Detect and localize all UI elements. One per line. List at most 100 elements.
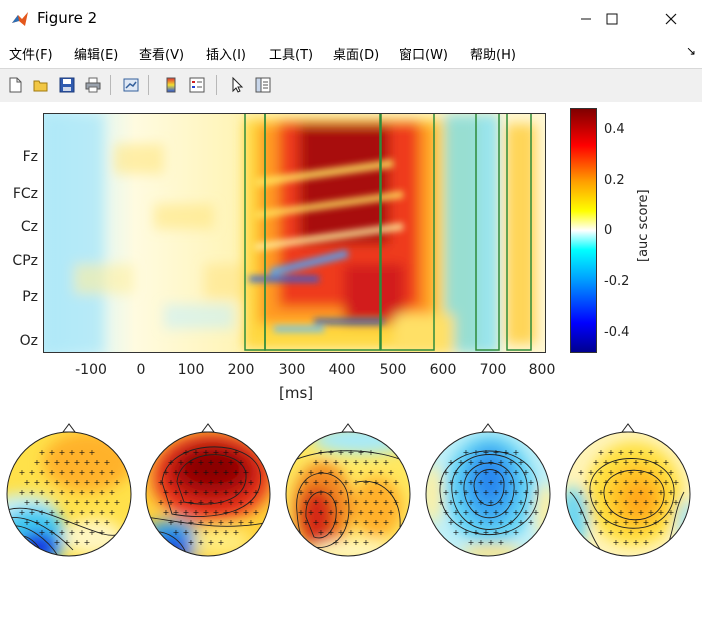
electrode-marker: +: [34, 478, 41, 487]
electrode-marker: +: [84, 518, 91, 527]
electrode-marker: +: [618, 508, 625, 517]
colorbar-label: [auc score]: [636, 189, 651, 262]
menu-window[interactable]: 窗口(W): [399, 48, 448, 63]
menu-insert[interactable]: 插入(I): [206, 48, 246, 63]
electrode-marker: +: [348, 448, 355, 457]
electrode-marker: +: [388, 488, 395, 497]
electrode-marker: +: [483, 508, 490, 517]
electrode-marker: +: [79, 508, 86, 517]
electrode-marker: +: [643, 518, 650, 527]
maximize-button[interactable]: [589, 4, 635, 34]
electrode-marker: +: [593, 518, 600, 527]
electrode-marker: +: [64, 458, 71, 467]
electrode-marker: +: [173, 508, 180, 517]
electrode-marker: +: [383, 458, 390, 467]
electrode-marker: +: [333, 458, 340, 467]
electrode-marker: +: [238, 498, 245, 507]
electrode-marker: +: [248, 518, 255, 527]
menu-edit[interactable]: 编辑(E): [74, 48, 119, 63]
window-title: Figure 2: [37, 9, 98, 27]
electrode-marker: +: [458, 518, 465, 527]
edit-plot-button[interactable]: [226, 74, 248, 96]
electrode-marker: +: [223, 508, 230, 517]
electrode-marker: +: [59, 488, 66, 497]
electrode-marker: +: [383, 518, 390, 527]
topomap-4[interactable]: + + + + + ++ + + + + + + ++ + + + + + + + ++ + + + + + + + + ++ + + + + + +…: [422, 422, 554, 558]
electrode-marker: +: [333, 518, 340, 527]
electrode-marker: +: [478, 478, 485, 487]
insert-colorbar-button[interactable]: [160, 74, 182, 96]
electrode-marker: +: [228, 458, 235, 467]
electrode-marker: +: [643, 538, 650, 547]
electrode-marker: +: [353, 518, 360, 527]
electrode-marker: +: [443, 508, 450, 517]
x-tick: 500: [379, 362, 407, 378]
electrode-marker: +: [498, 498, 505, 507]
electrode-marker: +: [653, 458, 660, 467]
dock-figure-icon[interactable]: ↘: [685, 44, 696, 58]
electrode-marker: +: [653, 498, 660, 507]
menu-view[interactable]: 查看(V): [139, 48, 185, 63]
new-figure-button[interactable]: [4, 74, 26, 96]
electrode-marker: +: [228, 518, 235, 527]
electrode-markers: ++++++++++++++++++++++++++++++++++++++++…: [438, 448, 540, 547]
electrode-marker: +: [638, 448, 645, 457]
topomap-2[interactable]: + + + + + ++ + + + + + + ++ + + + + + + + ++ + + + + + + + + ++ + + + + + +…: [142, 422, 274, 558]
electrode-marker: +: [473, 528, 480, 537]
electrode-marker: +: [69, 508, 76, 517]
electrode-marker: +: [453, 468, 460, 477]
auc-heatmap: [44, 114, 545, 352]
topomap-3[interactable]: + + + + + ++ + + + + + + ++ + + + + + + + + ++ + + + + + + + + ++ + + + + +…: [282, 422, 414, 558]
menu-desktop[interactable]: 桌面(D): [333, 48, 380, 63]
electrode-marker: +: [198, 478, 205, 487]
electrode-marker: +: [213, 508, 220, 517]
electrode-marker: +: [29, 508, 36, 517]
electrode-marker: +: [518, 458, 525, 467]
menu-help[interactable]: 帮助(H): [470, 48, 516, 63]
electrode-marker: +: [158, 478, 165, 487]
electrode-marker: +: [608, 488, 615, 497]
print-figure-button[interactable]: [82, 74, 104, 96]
electrode-marker: +: [303, 478, 310, 487]
colorbar-tick: 0.4: [604, 122, 625, 137]
colorbar[interactable]: [570, 108, 597, 353]
toolbar-separator: [216, 75, 217, 95]
electrode-marker: +: [183, 528, 190, 537]
electrode-marker: +: [333, 478, 340, 487]
electrode-marker: +: [528, 498, 535, 507]
electrode-marker: +: [193, 508, 200, 517]
electrode-marker: +: [188, 458, 195, 467]
electrode-marker: +: [528, 518, 535, 527]
minimize-button[interactable]: [563, 4, 609, 34]
electrode-marker: +: [323, 478, 330, 487]
electrode-marker: +: [638, 468, 645, 477]
topomap-5[interactable]: + + + + + ++ + + + + + + ++ + + + + + + + + ++ + + + + + + + + ++ + + + + +…: [562, 422, 694, 558]
electrode-marker: +: [298, 468, 305, 477]
electrode-marker: +: [648, 488, 655, 497]
electrode-marker: +: [243, 488, 250, 497]
electrode-marker: +: [303, 498, 310, 507]
link-plot-button[interactable]: [120, 74, 142, 96]
electrode-marker: +: [218, 538, 225, 547]
electrode-marker: +: [608, 508, 615, 517]
figure-canvas[interactable]: Fz FCz Cz CPz Pz Oz -100 0 100 200 300 4…: [0, 102, 702, 628]
menu-file[interactable]: 文件(F): [9, 48, 53, 63]
topomap-1[interactable]: + + + + + ++ + + + + + + ++ + + + + + + + + ++ + + + + + + + + ++ + + + + +…: [3, 422, 135, 558]
menu-tools[interactable]: 工具(T): [269, 48, 314, 63]
electrode-marker: +: [658, 508, 665, 517]
electrode-marker: +: [348, 468, 355, 477]
electrode-marker: +: [193, 448, 200, 457]
save-figure-button[interactable]: [56, 74, 78, 96]
electrode-marker: +: [508, 498, 515, 507]
electrode-marker: +: [94, 518, 101, 527]
electrode-marker: +: [109, 468, 116, 477]
close-button[interactable]: [648, 4, 694, 34]
insert-legend-button[interactable]: [186, 74, 208, 96]
electrode-marker: +: [363, 478, 370, 487]
open-file-button[interactable]: [30, 74, 52, 96]
electrode-marker: +: [59, 448, 66, 457]
electrode-marker: +: [44, 478, 51, 487]
electrode-marker: +: [253, 508, 260, 517]
heatmap-axes[interactable]: [43, 113, 546, 353]
property-inspector-button[interactable]: [252, 74, 274, 96]
